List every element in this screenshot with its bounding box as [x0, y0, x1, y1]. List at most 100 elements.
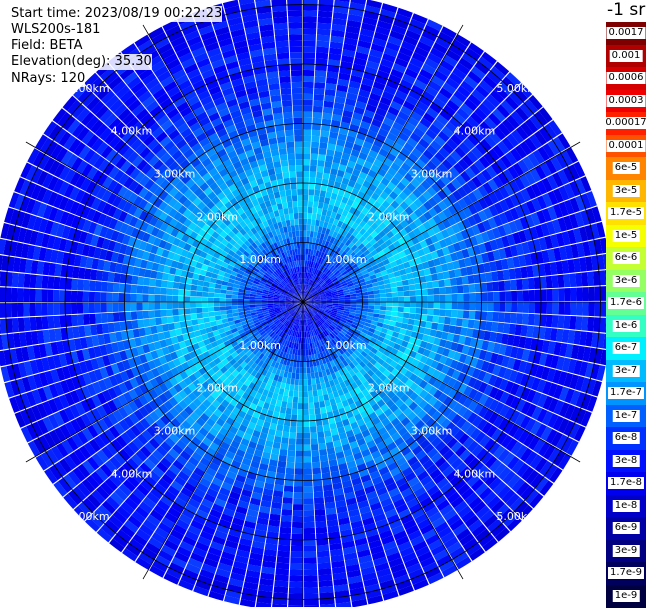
range-gate	[142, 303, 148, 311]
range-gate	[451, 286, 458, 294]
range-gate	[463, 293, 469, 301]
range-gate	[403, 313, 410, 319]
range-gate	[313, 112, 323, 119]
range-gate	[306, 243, 309, 249]
range-gate	[289, 390, 294, 397]
range-gate	[320, 190, 326, 197]
range-gate	[281, 509, 292, 516]
range-gate	[356, 305, 362, 308]
range-gate	[310, 231, 314, 237]
range-gate	[249, 302, 255, 305]
range-gate	[95, 281, 102, 291]
range-gate	[132, 320, 139, 329]
range-gate	[505, 302, 511, 312]
range-gate	[403, 285, 410, 291]
range-gate	[408, 279, 415, 285]
range-gate	[54, 316, 61, 328]
range-gate	[304, 587, 318, 593]
range-gate	[53, 277, 60, 289]
range-gate	[582, 302, 588, 316]
range-gate	[298, 391, 303, 397]
range-gate	[318, 437, 326, 444]
range-gate	[517, 291, 523, 302]
range-gate	[113, 293, 119, 302]
range-gate	[312, 384, 317, 390]
range-gate	[402, 280, 409, 286]
range-gate	[303, 22, 317, 28]
range-gate	[499, 291, 505, 301]
range-gate	[318, 154, 326, 161]
range-gate	[289, 575, 303, 581]
range-gate	[463, 285, 470, 293]
range-gate	[276, 400, 282, 407]
range-gate	[458, 294, 464, 302]
range-gate	[214, 307, 220, 312]
range-gate	[434, 295, 440, 302]
range-gate	[208, 292, 214, 297]
range-gate	[124, 293, 130, 302]
range-gate	[288, 396, 294, 403]
range-gate	[462, 276, 469, 285]
range-gate	[303, 213, 307, 219]
range-gate	[317, 389, 323, 396]
range-gate	[232, 291, 238, 295]
range-gate	[226, 290, 232, 294]
range-gate	[379, 285, 386, 290]
range-gate	[314, 82, 325, 89]
range-gate	[318, 443, 326, 450]
range-gate	[379, 310, 385, 315]
range-gate	[101, 292, 107, 302]
range-gate	[581, 272, 588, 286]
range-gate	[208, 297, 214, 302]
range-gate	[304, 516, 315, 522]
range-gate	[291, 552, 304, 558]
range-gate	[312, 118, 321, 125]
range-gate	[303, 106, 313, 112]
range-gate	[564, 288, 570, 301]
range-gate	[168, 323, 175, 331]
range-gate	[319, 580, 333, 587]
range-gate	[397, 312, 404, 318]
range-gate	[293, 397, 298, 403]
range-gate	[29, 289, 35, 302]
range-gate	[209, 283, 216, 289]
range-gate	[528, 278, 535, 290]
range-gate	[208, 288, 215, 293]
range-gate	[434, 302, 440, 309]
range-gate	[174, 275, 181, 282]
range-gate	[446, 294, 452, 301]
range-gate	[166, 303, 172, 310]
range-gate	[304, 445, 311, 451]
range-gate	[569, 273, 576, 287]
range-gate	[303, 243, 306, 249]
range-gate	[312, 456, 320, 463]
range-gate	[575, 273, 582, 287]
range-gate	[289, 581, 303, 587]
range-gate	[316, 384, 321, 391]
range-gate	[319, 401, 325, 408]
range-gate	[303, 94, 313, 100]
range-gate	[23, 303, 29, 317]
range-gate	[475, 302, 481, 311]
range-gate	[297, 427, 303, 433]
range-gate	[11, 303, 17, 317]
range-gate	[166, 309, 172, 316]
range-gate	[553, 289, 559, 302]
range-gate	[498, 312, 505, 322]
range-gate	[374, 302, 380, 306]
range-gate	[432, 281, 439, 288]
range-gate	[415, 314, 422, 320]
range-gate	[167, 281, 174, 288]
range-gate	[59, 290, 65, 302]
range-gate	[422, 296, 428, 302]
range-gate	[303, 373, 307, 379]
range-gate	[439, 287, 446, 294]
range-gate	[324, 167, 332, 174]
range-gate	[244, 296, 250, 299]
range-gate	[396, 281, 403, 287]
range-gate	[304, 552, 317, 558]
range-gate	[124, 303, 130, 312]
range-gate	[357, 302, 363, 305]
range-gate	[487, 312, 494, 322]
range-gate	[303, 171, 309, 177]
